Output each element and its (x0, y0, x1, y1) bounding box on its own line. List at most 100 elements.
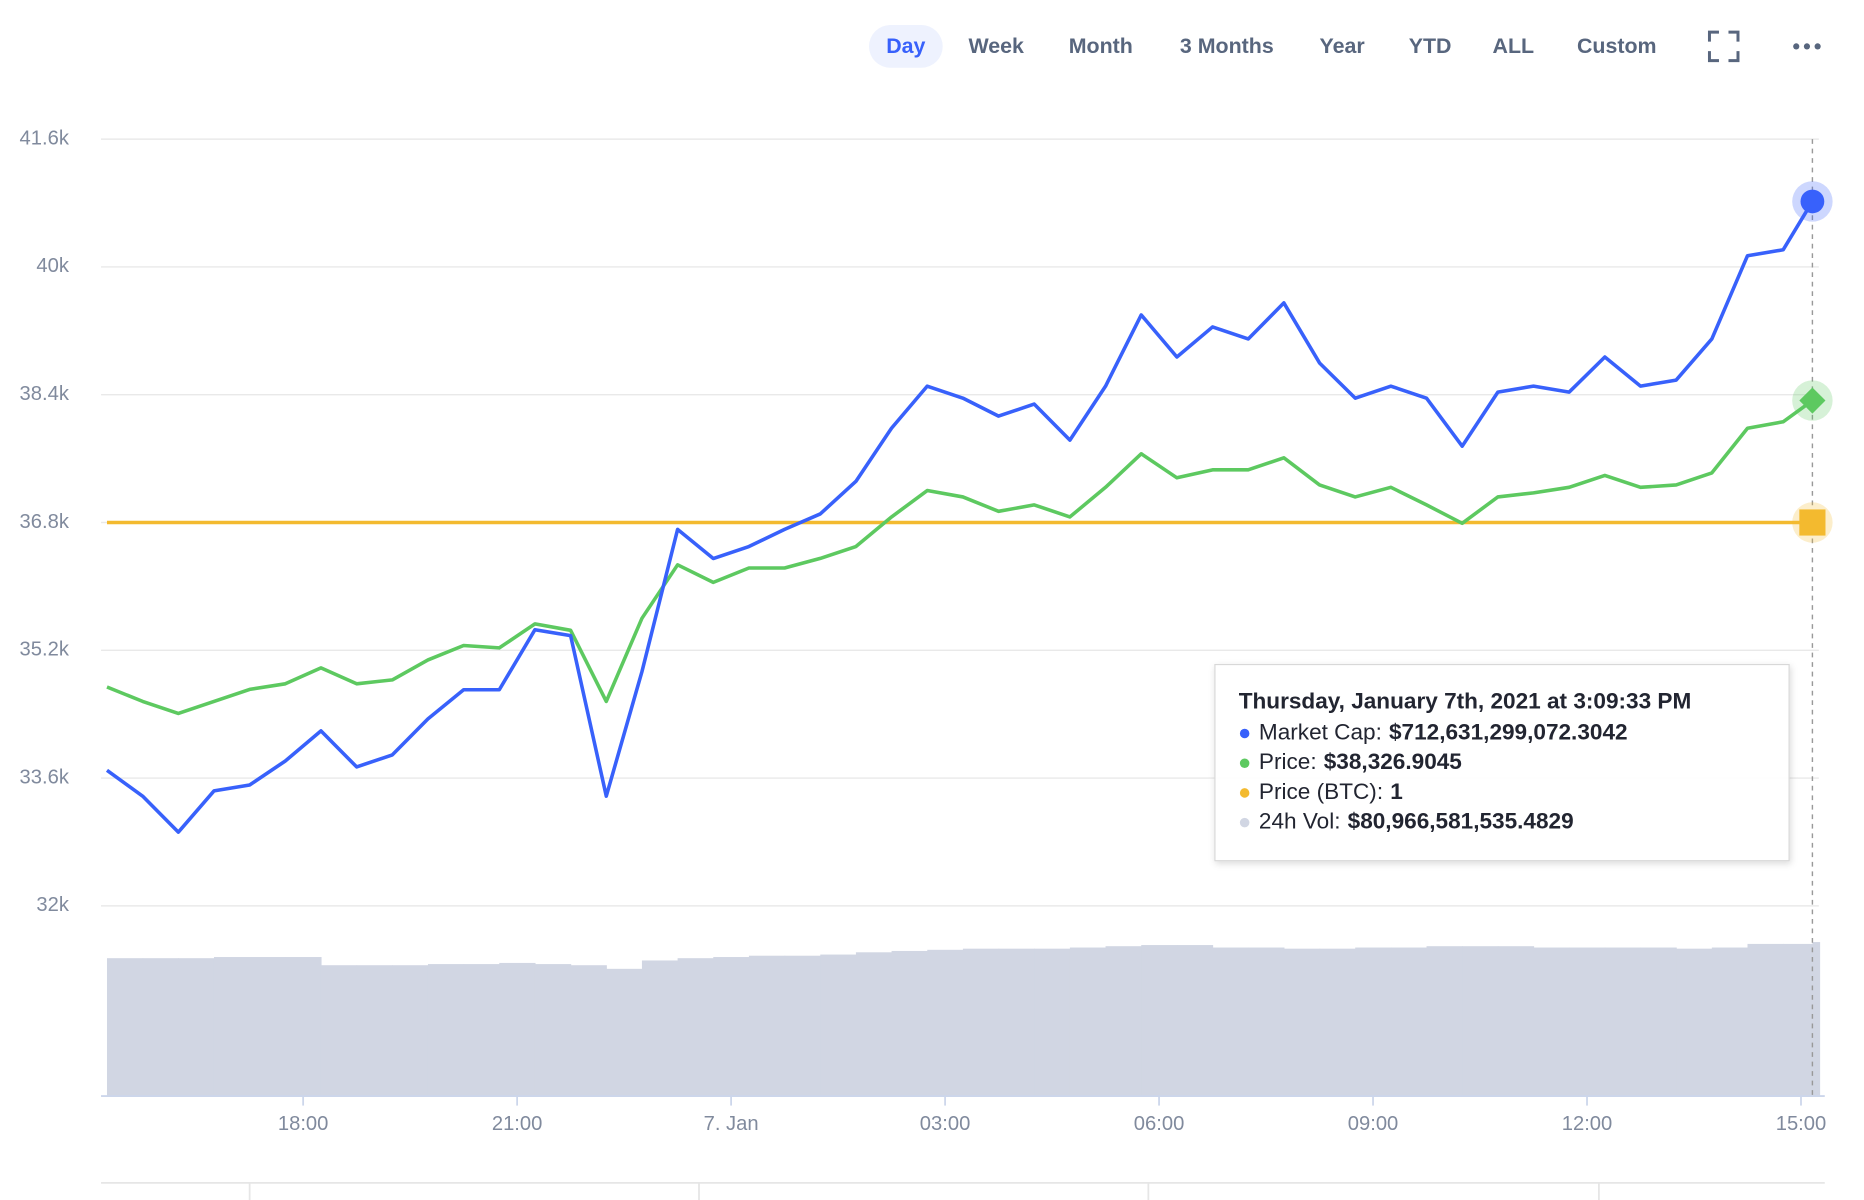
volume-bar (1711, 947, 1749, 1097)
volume-bar (178, 958, 215, 1097)
volume-bar (1747, 943, 1784, 1097)
more-menu[interactable] (1793, 43, 1821, 50)
volume-bar (249, 957, 286, 1097)
y-tick-label: 35.2k (20, 639, 70, 661)
volume-bar (927, 949, 964, 1097)
volume-bar (320, 965, 358, 1097)
navigator-ticks (248, 1182, 1600, 1200)
volume-bar (1497, 946, 1535, 1097)
tooltip-title: Thursday, January 7th, 2021 at 3:09:33 P… (1239, 689, 1692, 714)
volume-bar (1426, 946, 1463, 1097)
range-button[interactable]: Year (1320, 34, 1365, 58)
y-tick-label: 40k (36, 255, 69, 277)
volume-bar (1783, 943, 1814, 1097)
volume-bar (891, 950, 928, 1097)
volume-bar (1319, 948, 1356, 1097)
x-tick-label: 21:00 (492, 1113, 543, 1135)
dot[interactable] (1814, 43, 1821, 50)
volume-bar (213, 957, 251, 1097)
tooltip-bullet (1239, 817, 1250, 828)
volume-bar (570, 965, 607, 1097)
dot[interactable] (1803, 43, 1811, 50)
range-button[interactable]: Day (886, 34, 925, 58)
end-marker (1799, 387, 1826, 414)
volume-bar (1355, 947, 1392, 1097)
tooltip: Thursday, January 7th, 2021 at 3:09:33 P… (1214, 663, 1790, 862)
volume-bar (1141, 945, 1178, 1097)
range-button[interactable]: 3 Months (1180, 34, 1274, 58)
volume-bar (106, 958, 144, 1097)
volume-bar (285, 957, 322, 1097)
tooltip-label: Price: (1259, 749, 1317, 774)
volume-bar (142, 958, 179, 1097)
tooltip-bullet (1239, 728, 1250, 739)
tooltip-value: $80,966,581,535.4829 (1348, 809, 1574, 834)
volume-bar (641, 960, 679, 1097)
volume-bar (499, 962, 536, 1097)
end-marker (1800, 189, 1825, 214)
volume-bar (1176, 945, 1214, 1097)
tooltip-label: Market Cap: (1259, 719, 1382, 744)
tooltip-row: Price: $38,326.9045 (1259, 749, 1462, 774)
volume-bar (677, 958, 714, 1097)
volume-bar (606, 968, 643, 1097)
volume-bar (784, 955, 821, 1097)
series-line (106, 399, 1814, 716)
tooltip-label: 24h Vol: (1259, 809, 1341, 834)
fullscreen-glyph[interactable] (1707, 30, 1740, 63)
volume-bar (855, 952, 893, 1097)
volume-bar (534, 964, 572, 1097)
volume-bar (1283, 948, 1321, 1097)
volume-bar (1569, 947, 1606, 1097)
range-button[interactable]: Month (1069, 34, 1133, 58)
end-marker (1799, 509, 1826, 536)
y-tick-label: 36.8k (20, 511, 70, 533)
tooltip-bullet (1239, 788, 1250, 798)
range-button[interactable]: Custom (1577, 34, 1657, 58)
tooltip-row: Price (BTC): 1 (1259, 779, 1403, 804)
x-tick-label: 06:00 (1134, 1113, 1185, 1135)
tooltip-bullet (1239, 758, 1250, 768)
range-button-active[interactable] (868, 24, 943, 68)
dot[interactable] (1793, 43, 1800, 50)
y-tick-label: 38.4k (20, 383, 70, 405)
volume-bar (392, 965, 429, 1097)
tooltip-box (1214, 663, 1790, 862)
tooltip-row: 24h Vol: $80,966,581,535.4829 (1259, 809, 1574, 834)
volume-bar (1812, 942, 1821, 1097)
x-tick-label: 09:00 (1348, 1113, 1399, 1135)
tooltip-row: Market Cap: $712,631,299,072.3042 (1259, 719, 1628, 744)
volume-bar (1212, 947, 1249, 1097)
x-tick-label: 7. Jan (704, 1113, 759, 1135)
volume-bar (1248, 947, 1285, 1097)
volume-bar (1034, 948, 1071, 1097)
x-tick-label: 15:00 (1776, 1113, 1827, 1135)
y-tick-label: 41.6k (20, 127, 70, 149)
x-tick-label: 03:00 (920, 1113, 971, 1135)
volume-bar (962, 948, 1000, 1097)
x-tick-label: 18:00 (278, 1113, 329, 1135)
volume-bar (1390, 947, 1428, 1097)
range-button[interactable]: YTD (1409, 34, 1452, 58)
fullscreen-icon[interactable] (1707, 30, 1740, 63)
tooltip-value: $712,631,299,072.3042 (1389, 719, 1628, 744)
volume-bar (1105, 946, 1142, 1097)
volume-bar (427, 964, 465, 1097)
y-tick-label: 33.6k (20, 766, 70, 788)
volume-bar (820, 954, 857, 1097)
volume-bar (1533, 947, 1570, 1097)
volume-bar (1604, 947, 1642, 1097)
volume-bar (748, 955, 786, 1097)
volume-bar (1676, 948, 1713, 1097)
volume-bar (1462, 946, 1499, 1097)
y-tick-label: 32k (36, 894, 69, 916)
volume-bar (356, 965, 393, 1097)
volume-bar (713, 957, 750, 1097)
series-line (105, 200, 1814, 834)
volume-bar (1640, 947, 1677, 1097)
range-button[interactable]: Week (968, 34, 1024, 58)
range-button[interactable]: ALL (1493, 34, 1535, 58)
tooltip-label: Price (BTC): (1259, 779, 1383, 804)
